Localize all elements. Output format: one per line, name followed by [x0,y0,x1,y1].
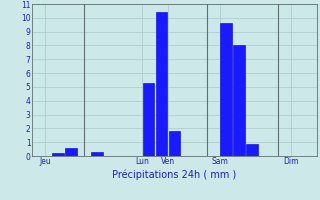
Bar [169,131,180,156]
Bar [65,148,77,156]
Bar [220,23,232,156]
Bar [233,45,245,156]
Bar [246,144,258,156]
X-axis label: Précipitations 24h ( mm ): Précipitations 24h ( mm ) [112,169,236,180]
Bar [52,153,64,156]
Bar [143,83,154,156]
Bar [91,152,102,156]
Bar [156,12,167,156]
